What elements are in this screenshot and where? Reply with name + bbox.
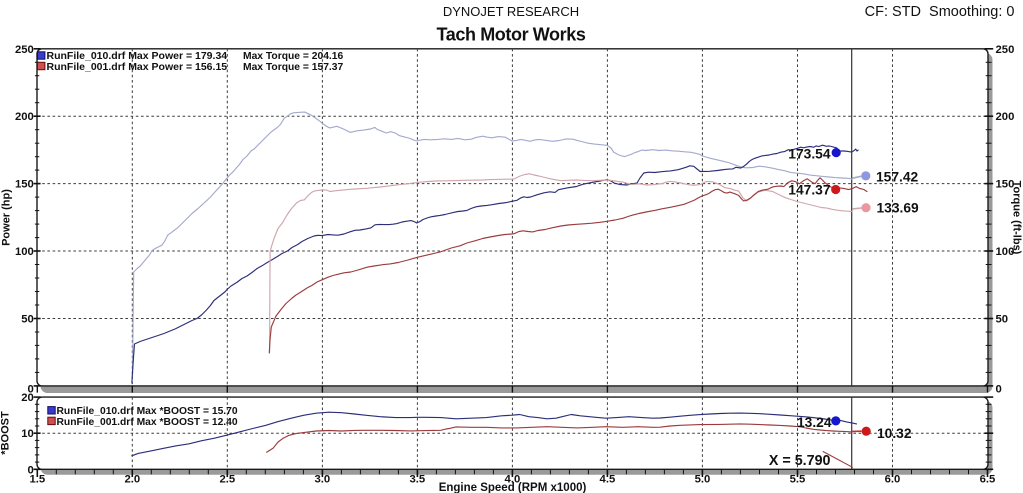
svg-text:13.24: 13.24 bbox=[797, 415, 832, 430]
svg-text:100: 100 bbox=[996, 246, 1015, 258]
svg-text:50: 50 bbox=[996, 313, 1009, 325]
svg-text:1.5: 1.5 bbox=[29, 474, 45, 486]
svg-text:5.0: 5.0 bbox=[695, 474, 711, 486]
svg-text:6.5: 6.5 bbox=[980, 474, 996, 486]
svg-text:X = 5.790: X = 5.790 bbox=[769, 453, 831, 469]
svg-text:100: 100 bbox=[15, 246, 34, 258]
svg-text:6.0: 6.0 bbox=[885, 474, 901, 486]
svg-text:250: 250 bbox=[996, 44, 1015, 56]
svg-text:20: 20 bbox=[21, 392, 34, 404]
svg-text:CF: STD Smoothing: 0: CF: STD Smoothing: 0 bbox=[865, 4, 1015, 20]
svg-text:157.42: 157.42 bbox=[876, 169, 919, 184]
svg-text:RunFile_001.drf Max *BOOST = 1: RunFile_001.drf Max *BOOST = 12.40 bbox=[57, 417, 238, 428]
svg-text:Max Torque = 157.37: Max Torque = 157.37 bbox=[243, 62, 344, 73]
svg-text:RunFile_001.drf Max Power = 15: RunFile_001.drf Max Power = 156.15 bbox=[47, 61, 228, 73]
svg-text:Torque (ft-lbs): Torque (ft-lbs) bbox=[1011, 181, 1023, 255]
svg-text:50: 50 bbox=[21, 313, 34, 325]
svg-text:150: 150 bbox=[996, 179, 1015, 191]
svg-text:DYNOJET RESEARCH: DYNOJET RESEARCH bbox=[443, 4, 579, 19]
svg-text:Tach Motor Works: Tach Motor Works bbox=[437, 25, 586, 45]
svg-text:0: 0 bbox=[28, 384, 34, 396]
svg-text:147.37: 147.37 bbox=[788, 183, 831, 198]
svg-text:Power (hp): Power (hp) bbox=[1, 189, 13, 246]
svg-text:3.0: 3.0 bbox=[315, 474, 331, 486]
svg-text:0: 0 bbox=[28, 464, 34, 476]
svg-text:250: 250 bbox=[15, 44, 34, 56]
svg-text:*BOOST: *BOOST bbox=[0, 411, 12, 455]
svg-text:5.5: 5.5 bbox=[790, 474, 806, 486]
svg-text:0: 0 bbox=[996, 384, 1002, 396]
svg-text:10.32: 10.32 bbox=[877, 426, 912, 441]
svg-text:150: 150 bbox=[15, 179, 34, 191]
svg-text:173.54: 173.54 bbox=[788, 147, 831, 162]
svg-text:3.5: 3.5 bbox=[410, 474, 426, 486]
svg-text:200: 200 bbox=[996, 111, 1015, 123]
svg-text:Max Torque = 204.16: Max Torque = 204.16 bbox=[243, 51, 344, 62]
svg-text:4.5: 4.5 bbox=[600, 474, 616, 486]
svg-text:4.0: 4.0 bbox=[505, 474, 521, 486]
svg-text:2.0: 2.0 bbox=[124, 474, 140, 486]
svg-text:10: 10 bbox=[21, 428, 34, 440]
svg-text:200: 200 bbox=[15, 111, 34, 123]
svg-text:133.69: 133.69 bbox=[877, 201, 920, 216]
svg-text:RunFile_010.drf Max Power = 17: RunFile_010.drf Max Power = 179.34 bbox=[47, 50, 228, 62]
svg-text:Engine Speed (RPM x1000): Engine Speed (RPM x1000) bbox=[439, 482, 587, 493]
svg-text:2.5: 2.5 bbox=[219, 474, 235, 486]
svg-text:RunFile_010.drf Max *BOOST = 1: RunFile_010.drf Max *BOOST = 15.70 bbox=[57, 406, 238, 417]
